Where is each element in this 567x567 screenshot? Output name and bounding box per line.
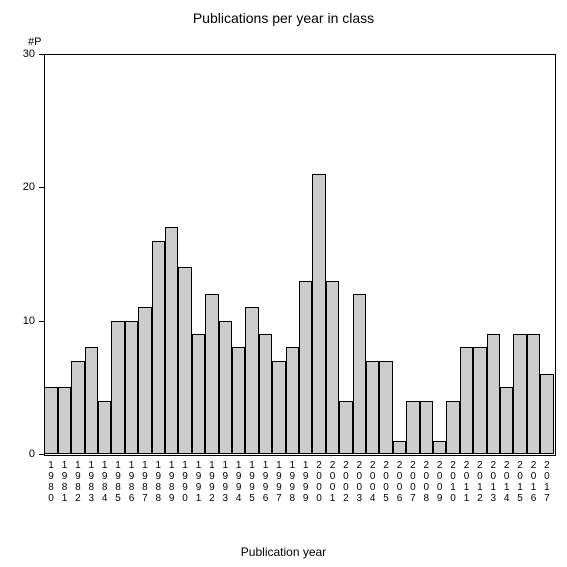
x-tick-label: 2010 — [446, 460, 459, 504]
x-axis-label: Publication year — [0, 545, 567, 559]
bar — [58, 387, 71, 454]
bar — [286, 347, 299, 454]
x-tick-label: 1991 — [192, 460, 205, 504]
x-tick-label: 1995 — [245, 460, 258, 504]
x-tick-label: 1994 — [232, 460, 245, 504]
x-tick-label: 2009 — [433, 460, 446, 504]
x-tick-label: 2013 — [487, 460, 500, 504]
x-tick-label: 2015 — [513, 460, 526, 504]
x-tick-label: 2000 — [312, 460, 325, 504]
y-tick-mark — [39, 54, 44, 55]
x-tick-label: 2005 — [379, 460, 392, 504]
bar — [326, 281, 339, 454]
y-tick-mark — [39, 454, 44, 455]
x-tick-label: 1985 — [111, 460, 124, 504]
bar — [71, 361, 84, 454]
x-tick-label: 1999 — [299, 460, 312, 504]
bar — [446, 401, 459, 454]
y-tick-mark — [39, 187, 44, 188]
chart-title: Publications per year in class — [0, 10, 567, 26]
bar — [406, 401, 419, 454]
x-tick-label: 1984 — [98, 460, 111, 504]
bar — [138, 307, 151, 454]
x-tick-label: 1998 — [286, 460, 299, 504]
x-tick-label: 1997 — [272, 460, 285, 504]
y-tick-label: 30 — [0, 48, 35, 60]
bar — [379, 361, 392, 454]
bar — [111, 321, 124, 454]
x-tick-label: 2006 — [393, 460, 406, 504]
bar — [339, 401, 352, 454]
bar — [460, 347, 473, 454]
bar — [232, 347, 245, 454]
bar — [125, 321, 138, 454]
bar — [433, 441, 446, 454]
bar — [219, 321, 232, 454]
bar — [473, 347, 486, 454]
bar — [178, 267, 191, 454]
bar — [393, 441, 406, 454]
bar — [487, 334, 500, 454]
bar — [312, 174, 325, 454]
x-tick-label: 1989 — [165, 460, 178, 504]
x-tick-label: 1988 — [152, 460, 165, 504]
x-tick-label: 2004 — [366, 460, 379, 504]
bar — [513, 334, 526, 454]
x-tick-label: 2014 — [500, 460, 513, 504]
x-tick-label: 2017 — [540, 460, 553, 504]
bar — [540, 374, 553, 454]
x-tick-label: 1986 — [125, 460, 138, 504]
y-tick-mark — [39, 321, 44, 322]
bar — [152, 241, 165, 454]
x-tick-label: 1983 — [85, 460, 98, 504]
x-tick-label: 2001 — [326, 460, 339, 504]
x-tick-label: 1987 — [138, 460, 151, 504]
bar — [527, 334, 540, 454]
bar — [98, 401, 111, 454]
bar — [259, 334, 272, 454]
x-tick-label: 1980 — [44, 460, 57, 504]
x-tick-label: 2011 — [460, 460, 473, 504]
y-tick-label: 10 — [0, 315, 35, 327]
bar — [245, 307, 258, 454]
x-tick-label: 1982 — [71, 460, 84, 504]
x-tick-label: 2016 — [527, 460, 540, 504]
y-top-label: #P — [28, 36, 41, 48]
bar — [299, 281, 312, 454]
x-tick-label: 2012 — [473, 460, 486, 504]
x-tick-label: 1981 — [58, 460, 71, 504]
bar — [500, 387, 513, 454]
bar — [165, 227, 178, 454]
x-tick-label: 1990 — [178, 460, 191, 504]
x-tick-label: 2008 — [420, 460, 433, 504]
x-tick-label: 1996 — [259, 460, 272, 504]
bar — [85, 347, 98, 454]
x-tick-label: 2007 — [406, 460, 419, 504]
y-tick-label: 0 — [0, 448, 35, 460]
bar — [353, 294, 366, 454]
x-tick-label: 2002 — [339, 460, 352, 504]
x-tick-label: 1993 — [219, 460, 232, 504]
bar — [366, 361, 379, 454]
x-tick-label: 2003 — [353, 460, 366, 504]
bar — [192, 334, 205, 454]
bar — [420, 401, 433, 454]
chart-container: Publications per year in class #P Public… — [0, 0, 567, 567]
bar — [44, 387, 57, 454]
bar — [272, 361, 285, 454]
y-tick-label: 20 — [0, 181, 35, 193]
x-tick-label: 1992 — [205, 460, 218, 504]
bar — [205, 294, 218, 454]
